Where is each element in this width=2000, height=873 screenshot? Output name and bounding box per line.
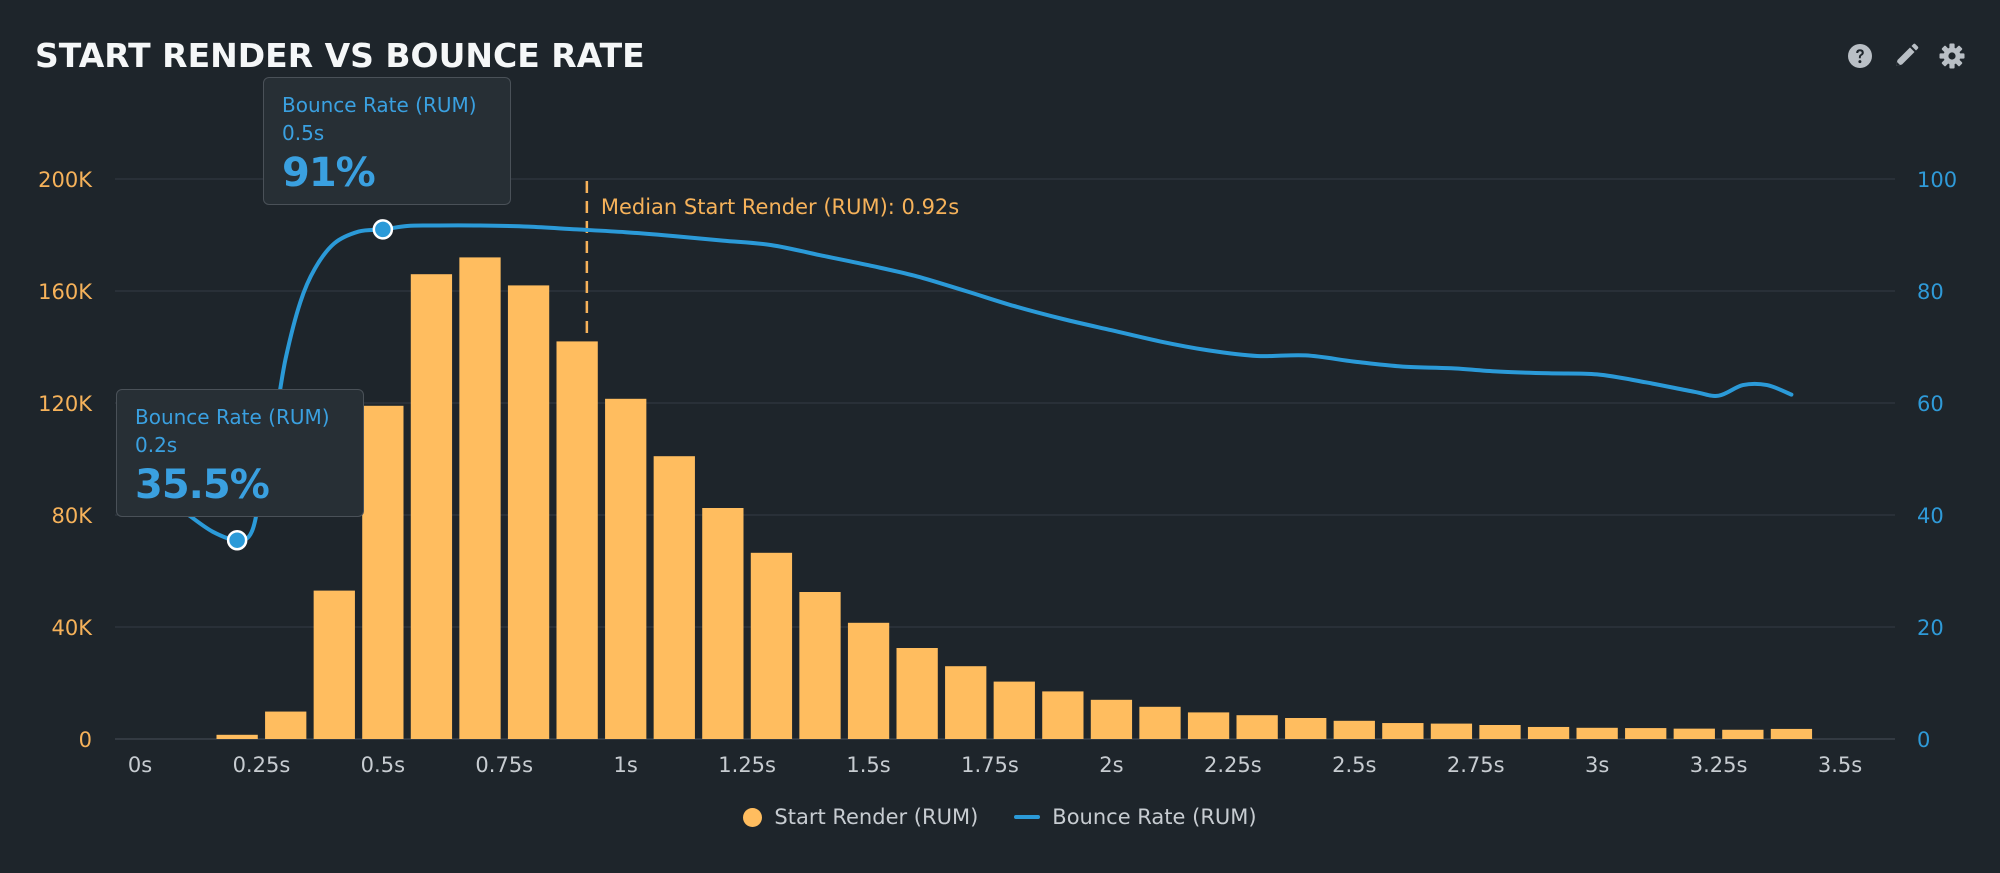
edit-button[interactable]	[1892, 42, 1920, 70]
median-marker: Median Start Render (RUM): 0.92s	[585, 181, 959, 338]
right-axis-tick-label: 100	[1917, 168, 1957, 192]
highlighted-points	[226, 219, 394, 551]
chart-legend: Start Render (RUM) Bounce Rate (RUM)	[0, 805, 2000, 829]
tooltip-bounce-0-5s: Bounce Rate (RUM) 0.5s 91%	[263, 77, 511, 205]
bar	[1139, 706, 1181, 739]
tooltip-series: Bounce Rate (RUM)	[135, 405, 330, 429]
settings-button[interactable]	[1938, 42, 1966, 70]
bar	[799, 592, 841, 739]
x-axis-tick-label: 3.25s	[1690, 753, 1748, 777]
bar	[1236, 715, 1278, 739]
bar	[216, 734, 258, 739]
left-axis-tick-label: 160K	[38, 280, 93, 304]
bar	[556, 341, 598, 739]
bar	[1527, 726, 1570, 739]
bar	[750, 552, 793, 739]
bar	[1042, 691, 1084, 739]
tooltip-bounce-0-2s: Bounce Rate (RUM) 0.2s 35.5%	[116, 389, 364, 517]
x-axis-tick-label: 2.75s	[1447, 753, 1505, 777]
tooltip-series: Bounce Rate (RUM)	[282, 93, 477, 117]
legend-item-start-render[interactable]: Start Render (RUM)	[743, 805, 978, 829]
median-label: Median Start Render (RUM): 0.92s	[601, 195, 959, 219]
x-axis-tick-label: 0.5s	[361, 753, 405, 777]
x-axis-tick-label: 2.25s	[1204, 753, 1262, 777]
x-axis-tick-label: 0.25s	[233, 753, 291, 777]
legend-line-marker	[1014, 815, 1041, 819]
bar	[265, 711, 307, 739]
bar	[1625, 728, 1667, 739]
bar	[1722, 729, 1764, 739]
left-axis-tick-label: 120K	[38, 392, 93, 416]
x-axis-tick-label: 1.5s	[846, 753, 890, 777]
right-axis-tick-label: 80	[1917, 280, 1944, 304]
bar	[1673, 728, 1715, 739]
right-axis-tick-label: 40	[1917, 504, 1944, 528]
bar	[507, 285, 550, 739]
bar	[847, 622, 890, 739]
highlighted-point	[372, 219, 394, 240]
left-axis: 0 40K 80K 120K 160K 200K	[38, 168, 93, 752]
legend-item-bounce-rate[interactable]: Bounce Rate (RUM)	[1014, 805, 1257, 829]
right-axis-tick-label: 0	[1917, 728, 1930, 752]
chart-title: START RENDER VS BOUNCE RATE	[35, 36, 645, 75]
highlighted-point	[226, 529, 248, 551]
bar	[410, 274, 453, 739]
bar	[1333, 720, 1375, 739]
bar	[605, 398, 647, 739]
legend-circle-marker	[743, 807, 763, 827]
x-axis-tick-label: 2s	[1099, 753, 1123, 777]
left-axis-tick-label: 200K	[38, 168, 93, 192]
tooltip-value: 35.5%	[135, 462, 270, 508]
x-axis-tick-label: 3.5s	[1818, 753, 1862, 777]
help-button[interactable]	[1846, 42, 1874, 70]
bar	[653, 456, 695, 739]
x-axis-tick-label: 1s	[614, 753, 638, 777]
x-axis-tick-label: 3s	[1585, 753, 1609, 777]
bar	[945, 666, 987, 739]
bar	[1430, 723, 1473, 739]
right-axis-tick-label: 20	[1917, 616, 1944, 640]
start-render-bars	[216, 257, 1813, 739]
bar	[313, 590, 355, 739]
x-axis-tick-label: 2.5s	[1332, 753, 1376, 777]
left-axis-tick-label: 0	[79, 728, 92, 752]
legend-label: Start Render (RUM)	[774, 805, 979, 829]
right-axis: 0 20 40 60 80 100	[1917, 168, 1957, 752]
x-axis-tick-label: 1.75s	[961, 753, 1019, 777]
bar	[1090, 699, 1133, 739]
bar	[459, 257, 501, 739]
gear-icon	[1939, 43, 1965, 69]
x-axis-tick-label: 1.25s	[718, 753, 776, 777]
bar	[1382, 723, 1424, 739]
question-circle-icon	[1848, 44, 1872, 68]
bar	[896, 648, 938, 739]
bar	[1479, 725, 1521, 739]
bar	[1770, 728, 1813, 739]
bar	[702, 508, 744, 739]
tooltip-x: 0.2s	[135, 433, 178, 457]
legend-label: Bounce Rate (RUM)	[1052, 805, 1257, 829]
left-axis-tick-label: 80K	[52, 504, 94, 528]
tooltip-value: 91%	[282, 150, 376, 196]
bounce-rate-line	[186, 223, 1794, 543]
tooltip-x: 0.5s	[282, 121, 325, 145]
bar	[362, 405, 404, 739]
pencil-icon	[1896, 43, 1919, 66]
bar	[993, 681, 1035, 739]
x-axis: 0s 0.25s 0.5s 0.75s 1s 1.25s 1.5s 1.75s 2s 2.25s 2…	[128, 753, 1862, 777]
left-axis-tick-label: 40K	[52, 616, 94, 640]
chart-toolbar	[1846, 42, 1966, 70]
x-axis-tick-label: 0.75s	[475, 753, 533, 777]
bar	[1285, 718, 1327, 739]
right-axis-tick-label: 60	[1917, 392, 1944, 416]
x-axis-tick-label: 0s	[128, 753, 152, 777]
bar	[1187, 712, 1230, 739]
bar	[1576, 727, 1618, 739]
